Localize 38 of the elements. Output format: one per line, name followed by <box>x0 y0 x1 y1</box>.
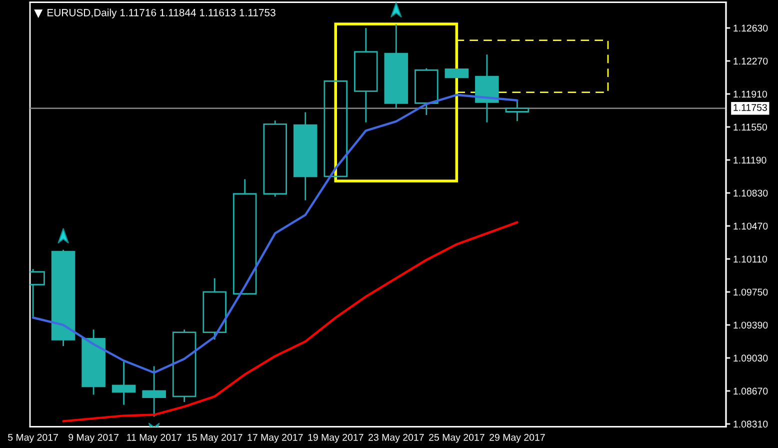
y-tick-label: 1.12270 <box>734 58 768 65</box>
x-tick-label: 25 May 2017 <box>429 434 484 443</box>
candlestick <box>414 68 438 116</box>
y-tick-label: 1.08310 <box>734 420 768 428</box>
text: EURUSD,Daily 1.11716 1.11844 1.11613 1.11753 <box>48 8 276 18</box>
candlestick <box>263 120 288 198</box>
candlestick <box>142 366 166 418</box>
y-tick-label: 1.10110 <box>734 256 767 263</box>
y-tick-label: 1.09030 <box>734 354 768 362</box>
candlestick <box>475 54 499 124</box>
candlestick <box>172 328 196 403</box>
candlestick <box>51 249 76 347</box>
y-tick-label: 1.08670 <box>734 388 768 395</box>
y-tick-label: 1.09750 <box>734 288 768 296</box>
ref-line-label: 1.11753 <box>734 104 767 111</box>
candlestick <box>384 24 408 110</box>
line-series <box>32 94 518 374</box>
y-tick-label: 1.10830 <box>734 190 768 197</box>
x-tick-label: 29 May 2017 <box>490 434 545 443</box>
y-tick-label: 1.10470 <box>734 222 768 230</box>
candlestick <box>324 80 348 178</box>
x-tick-label: 5 May 2017 <box>8 434 58 443</box>
x-tick-label: 11 May 2017 <box>127 434 182 443</box>
x-tick-label: 19 May 2017 <box>308 434 364 443</box>
y-tick-label: 1.11550 <box>734 124 767 131</box>
line-series <box>62 221 518 422</box>
x-tick-label: 9 May 2017 <box>68 434 118 443</box>
y-tick-label: 1.12630 <box>734 24 768 32</box>
y-tick-label: 1.09390 <box>734 322 768 329</box>
y-tick-label: 1.11190 <box>734 156 766 164</box>
candlestick <box>112 360 136 406</box>
x-tick-label: 17 May 2017 <box>248 434 303 443</box>
candlestick <box>293 112 318 201</box>
y-tick-label: 1.11910 <box>734 90 767 98</box>
x-tick-label: 23 May 2017 <box>368 434 424 443</box>
x-tick-label: 15 May 2017 <box>187 434 242 443</box>
candlestick <box>354 27 378 124</box>
candlestick <box>505 99 530 122</box>
